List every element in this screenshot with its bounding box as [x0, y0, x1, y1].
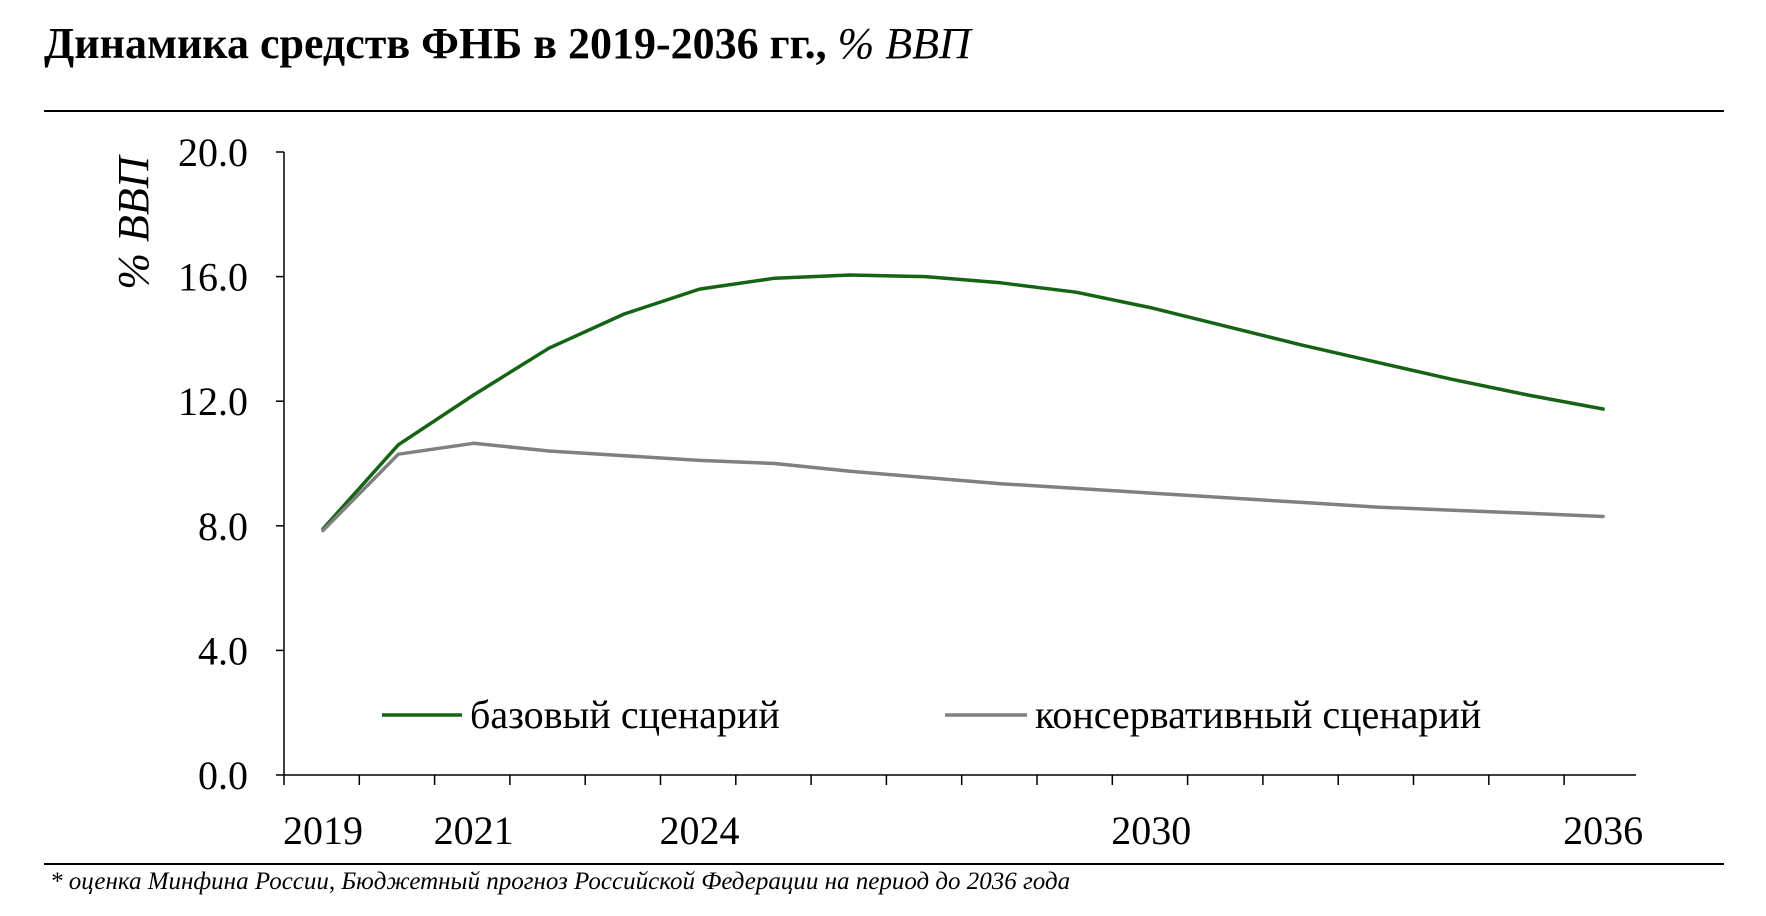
data-point [396, 443, 400, 447]
data-point [396, 452, 400, 456]
data-point [472, 441, 476, 445]
data-point [1300, 343, 1304, 347]
data-point [848, 469, 852, 473]
title-main: Динамика средств ФНБ в 2019-2036 гг., [44, 19, 827, 68]
data-point [848, 273, 852, 277]
data-point [923, 275, 928, 279]
x-tick-label: 2019 [283, 808, 363, 853]
data-point [1149, 306, 1153, 310]
data-point [547, 449, 551, 453]
data-point [1375, 360, 1379, 364]
data-point [1526, 393, 1530, 397]
x-tick-label: 2021 [434, 808, 514, 853]
legend-label-1: консервативный сценарий [1035, 692, 1481, 737]
data-point [622, 454, 626, 458]
legend: базовый сценарий консервативный сценарий [382, 692, 1481, 737]
data-point [321, 528, 325, 533]
data-point [1601, 407, 1605, 411]
data-point [697, 287, 702, 291]
title-unit: % ВВП [837, 19, 971, 68]
data-point [622, 312, 626, 316]
data-point [1375, 505, 1379, 509]
data-point [472, 393, 476, 397]
y-tick-label: 16.0 [178, 255, 248, 300]
y-tick-label: 12.0 [178, 379, 248, 424]
data-point [1225, 496, 1229, 500]
data-point [999, 482, 1003, 486]
y-tick-label: 4.0 [198, 628, 248, 673]
legend-label-0: базовый сценарий [470, 692, 780, 737]
line-chart: 0.0 4.0 8.0 12.0 16.0 20.0 2019 2021 2024 2030 203… [109, 130, 1643, 853]
data-point [1074, 486, 1078, 491]
data-point [1450, 377, 1455, 381]
chart-axes: 0.0 4.0 8.0 12.0 16.0 20.0 2019 2021 2024 2030 203… [109, 130, 1643, 853]
footnote: * оценка Минфина России, Бюджетный прогн… [50, 868, 1071, 895]
bottom-divider [44, 863, 1724, 865]
x-tick-label: 2030 [1111, 808, 1191, 853]
data-point [1149, 491, 1153, 495]
chart-title: Динамика средств ФНБ в 2019-2036 гг., % … [44, 18, 971, 69]
top-divider [44, 110, 1724, 112]
data-point [773, 276, 777, 280]
data-point [1074, 290, 1078, 294]
y-tick-label: 20.0 [178, 130, 248, 175]
y-tick-label: 0.0 [198, 753, 248, 798]
y-axis-label: % ВВП [109, 154, 158, 289]
data-point [1450, 508, 1455, 512]
series-line-0 [321, 273, 1605, 531]
data-point [547, 346, 551, 350]
data-point [1300, 500, 1304, 505]
data-point [697, 458, 702, 462]
data-point [773, 461, 777, 466]
x-tick-label: 2036 [1563, 808, 1643, 853]
data-point [1526, 511, 1530, 515]
series-layer [321, 273, 1605, 533]
data-point [923, 475, 928, 480]
x-tick-label: 2024 [660, 808, 740, 853]
data-point [1225, 324, 1229, 329]
data-point [999, 281, 1003, 285]
data-point [1601, 514, 1605, 519]
y-tick-label: 8.0 [198, 504, 248, 549]
series-line-1 [321, 441, 1605, 533]
